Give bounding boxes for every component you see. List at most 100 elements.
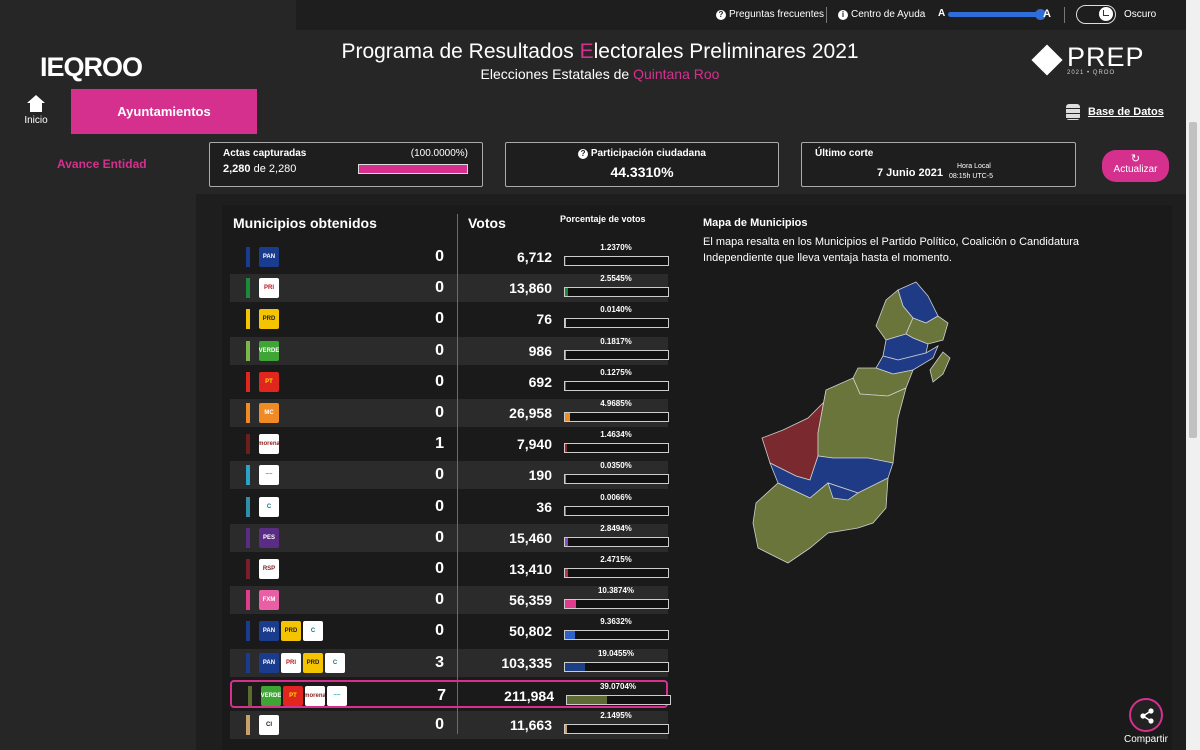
- party-color-stripe: [246, 590, 250, 611]
- subtitle-part: Elecciones Estatales de: [480, 66, 634, 82]
- table-row[interactable]: VERDE 0 986 0.1817%: [230, 336, 669, 365]
- table-row[interactable]: C 0 36 0.0066%: [230, 493, 669, 521]
- dark-mode-label: Oscuro: [1124, 9, 1157, 20]
- party-color-stripe: [246, 403, 250, 423]
- party-color-stripe: [246, 434, 250, 455]
- percent-bar-fill: [565, 725, 568, 733]
- scrollbar-thumb[interactable]: [1189, 122, 1197, 438]
- actas-total: 2,280: [268, 163, 297, 175]
- municipios-count: 0: [435, 497, 444, 515]
- party-logos: ~~: [259, 465, 279, 486]
- percent-label: 1.4634%: [600, 430, 632, 440]
- share-label: Compartir: [1124, 734, 1168, 745]
- table-row[interactable]: PAN PRD C 0 50,802 9.3632%: [230, 617, 669, 645]
- avance-entidad-link[interactable]: Avance Entidad: [57, 157, 147, 171]
- corte-hora-label: Hora Local: [957, 163, 991, 170]
- percent-bar: [564, 599, 669, 610]
- votos-value: 50,802: [509, 623, 552, 640]
- table-row[interactable]: PAN PRI PRD C 3 103,335 19.0455%: [230, 648, 669, 677]
- party-logo-mas: ~~: [327, 685, 347, 706]
- municipios-count: 3: [435, 653, 444, 671]
- municipios-map[interactable]: [748, 278, 958, 568]
- divider: [1064, 7, 1065, 23]
- party-color-stripe: [248, 685, 252, 706]
- votos-value: 36: [536, 498, 552, 515]
- map-municipio-cozumel[interactable]: [929, 351, 951, 383]
- ieqroo-logo[interactable]: IEQROO: [40, 52, 143, 83]
- party-color-stripe: [246, 652, 250, 673]
- map-description: El mapa resalta en los Municipios el Par…: [703, 236, 1080, 264]
- percent-bar: [564, 568, 669, 578]
- table-row[interactable]: RSP 0 13,410 2.4715%: [230, 555, 669, 583]
- votos-value: 6,712: [516, 249, 552, 265]
- party-logo-pan: PAN: [259, 247, 279, 267]
- table-row[interactable]: PRD 0 76 0.0140%: [230, 305, 669, 333]
- table-row[interactable]: PT 0 692 0.1275%: [230, 368, 669, 396]
- percent-bar-fill: [565, 600, 576, 609]
- votos-value: 26,958: [509, 405, 552, 421]
- refresh-button[interactable]: ↻ Actualizar: [1102, 150, 1169, 182]
- table-row[interactable]: CI 0 11,663 2.1495%: [230, 711, 669, 739]
- table-row[interactable]: PES 0 15,460 2.8494%: [230, 523, 669, 552]
- actas-count: 2,280: [223, 163, 251, 175]
- actas-capturadas-box: Actas capturadas 2,280 de 2,280 (100.000…: [209, 142, 483, 187]
- table-row[interactable]: FXM 0 56,359 10.3874%: [230, 586, 669, 615]
- actas-percent: (100.0000%): [410, 148, 468, 159]
- table-row[interactable]: morena 1 7,940 1.4634%: [230, 430, 669, 458]
- party-logo-pes: PES: [259, 527, 279, 548]
- table-row[interactable]: PAN 0 6,712 1.2370%: [230, 243, 669, 271]
- percent-bar-fill: [565, 413, 571, 421]
- dark-mode-toggle[interactable]: [1076, 5, 1116, 24]
- question-icon[interactable]: ?: [578, 148, 589, 159]
- municipios-count: 0: [435, 372, 444, 390]
- percent-bar-fill: [565, 444, 567, 453]
- corte-label: Último corte: [815, 148, 874, 159]
- table-row[interactable]: PRI 0 13,860 2.5545%: [230, 274, 669, 303]
- help-link[interactable]: i Centro de Ayuda: [838, 9, 925, 20]
- divider: [826, 7, 827, 23]
- party-logos: PRI: [259, 278, 279, 299]
- home-label: Inicio: [24, 115, 48, 126]
- party-color-stripe: [246, 278, 250, 299]
- database-link[interactable]: Base de Datos: [1066, 104, 1164, 120]
- prep-logo-text: PREP: [1067, 42, 1145, 72]
- help-label: Centro de Ayuda: [851, 9, 926, 20]
- party-logo-pan: PAN: [259, 652, 279, 673]
- party-color-stripe: [246, 715, 250, 735]
- municipios-count: 0: [435, 341, 444, 359]
- home-button[interactable]: Inicio: [20, 95, 52, 126]
- share-button[interactable]: [1129, 698, 1163, 732]
- scrollbar[interactable]: [1186, 0, 1200, 750]
- percent-bar: [564, 380, 669, 391]
- votos-value: 76: [536, 311, 552, 328]
- table-row[interactable]: VERDE PT morena ~~ 7 211,984 39.0704%: [230, 679, 671, 708]
- percent-label: 10.3874%: [597, 586, 635, 596]
- page-subtitle: Elecciones Estatales de Quintana Roo: [0, 66, 1200, 82]
- slider-handle[interactable]: [1035, 9, 1046, 20]
- party-logos: MC: [259, 403, 279, 423]
- refresh-label: Actualizar: [1113, 164, 1158, 175]
- party-logo-verde: VERDE: [259, 340, 279, 361]
- info-icon: i: [838, 9, 848, 20]
- corte-time: 08:15h UTC-5: [949, 173, 993, 180]
- percent-bar: [564, 256, 669, 266]
- party-color-stripe: [246, 465, 250, 486]
- percent-bar-fill: [567, 695, 608, 704]
- table-row[interactable]: MC 0 26,958 4.9685%: [230, 399, 669, 427]
- title-accent: E: [579, 40, 594, 63]
- party-logo-c: C: [325, 652, 345, 673]
- participacion-label: ? Participación ciudadana: [506, 148, 778, 159]
- percent-label: 2.4715%: [600, 555, 632, 564]
- votos-value: 103,335: [501, 654, 552, 671]
- municipios-count: 1: [435, 435, 444, 453]
- party-color-stripe: [246, 340, 250, 361]
- font-size-slider[interactable]: [948, 9, 1046, 20]
- votos-value: 13,860: [509, 280, 552, 297]
- map-municipio-othon-p-blanco[interactable]: [752, 477, 889, 564]
- party-logo-pri: PRI: [281, 652, 301, 673]
- faq-link[interactable]: ? Preguntas frecuentes: [716, 9, 824, 20]
- tab-ayuntamientos[interactable]: Ayuntamientos: [71, 89, 257, 134]
- table-row[interactable]: ~~ 0 190 0.0350%: [230, 461, 669, 490]
- map-municipio-sur[interactable]: [827, 482, 859, 501]
- top-bar: ? Preguntas frecuentes i Centro de Ayuda…: [0, 0, 1200, 30]
